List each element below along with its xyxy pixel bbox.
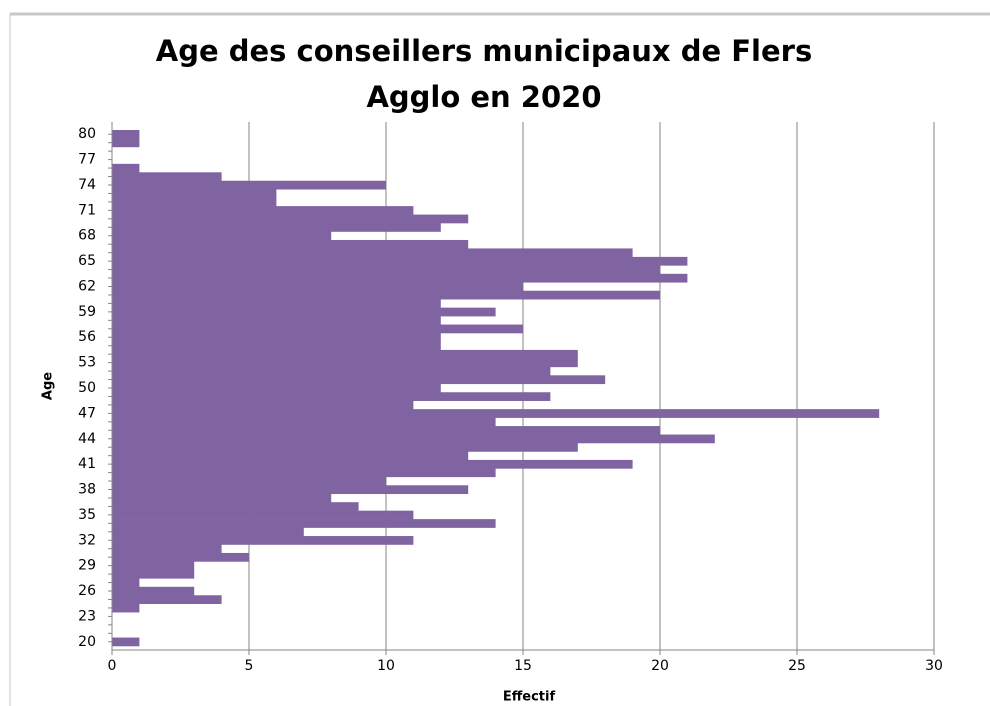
bar	[112, 248, 633, 258]
y-tick-label: 71	[78, 202, 96, 218]
bar	[112, 544, 222, 554]
bar	[112, 231, 332, 241]
bar	[112, 637, 140, 647]
y-tick-label: 26	[78, 583, 96, 599]
bar	[112, 307, 496, 317]
bar	[112, 333, 441, 342]
bar	[112, 189, 277, 198]
chart-title: Age des conseillers municipaux de Flers …	[155, 34, 813, 114]
bar	[112, 578, 140, 588]
bar	[112, 510, 414, 520]
y-tick-label: 68	[78, 228, 96, 244]
bar	[112, 130, 140, 139]
x-tick-label: 0	[108, 658, 117, 674]
bar	[112, 349, 578, 359]
bar	[112, 138, 140, 148]
bar	[112, 299, 441, 308]
bar	[112, 552, 249, 562]
bar	[112, 324, 523, 334]
y-tick-label: 20	[78, 634, 96, 650]
x-tick-label: 15	[514, 658, 532, 674]
y-tick-label: 32	[78, 532, 96, 548]
bar	[112, 519, 496, 528]
bar	[112, 536, 414, 545]
bar	[112, 163, 140, 173]
bar	[112, 223, 441, 232]
bar	[112, 366, 551, 376]
bar	[112, 434, 715, 444]
y-tick-label: 65	[78, 253, 96, 269]
y-tick-label: 53	[78, 355, 96, 371]
bar	[112, 595, 222, 605]
bar	[112, 400, 414, 410]
x-tick-label: 10	[377, 658, 395, 674]
y-tick-label: 38	[78, 482, 96, 498]
bar	[112, 290, 660, 300]
bar	[112, 459, 633, 469]
y-tick-label: 35	[78, 507, 96, 523]
bar	[112, 197, 277, 207]
bar	[112, 485, 469, 495]
bar	[112, 375, 606, 385]
y-tick-label: 74	[78, 177, 96, 193]
bar	[112, 206, 414, 215]
bar	[112, 341, 441, 351]
y-axis-label: Age	[41, 372, 56, 400]
y-tick-label: 56	[78, 329, 96, 345]
bar	[112, 502, 359, 511]
y-tick-label: 77	[78, 152, 96, 168]
bar	[112, 392, 551, 401]
bar	[112, 316, 441, 325]
y-tick-label: 50	[78, 380, 96, 396]
bar	[112, 476, 386, 486]
y-tick-label: 62	[78, 278, 96, 294]
x-tick-label: 30	[925, 658, 943, 674]
bar	[112, 383, 441, 393]
bar	[112, 586, 195, 596]
bar	[112, 451, 469, 461]
y-tick-label: 29	[78, 558, 96, 574]
y-tick-label: 44	[78, 431, 96, 447]
x-axis-label: Effectif	[503, 690, 556, 705]
bar	[112, 282, 523, 292]
x-tick-label: 5	[245, 658, 254, 674]
bar	[112, 273, 688, 283]
x-tick-label: 25	[788, 658, 806, 674]
bar	[112, 468, 496, 478]
bar	[112, 561, 195, 571]
bar	[112, 256, 688, 266]
x-tick-label: 20	[651, 658, 669, 674]
bar	[112, 603, 140, 613]
y-tick-label: 80	[78, 126, 96, 142]
bar	[112, 172, 222, 182]
y-tick-label: 41	[78, 456, 96, 472]
y-tick-label: 47	[78, 405, 96, 421]
bar	[112, 442, 578, 452]
bar	[112, 409, 880, 418]
bar	[112, 493, 332, 503]
y-tick-label: 23	[78, 608, 96, 624]
bar	[112, 358, 578, 368]
bar	[112, 265, 660, 275]
bar	[112, 417, 496, 427]
bar	[112, 527, 304, 537]
bar	[112, 239, 469, 249]
bar	[112, 180, 386, 190]
y-tick-label: 59	[78, 304, 96, 320]
bar	[112, 426, 660, 435]
bar	[112, 569, 195, 579]
bar	[112, 214, 469, 224]
